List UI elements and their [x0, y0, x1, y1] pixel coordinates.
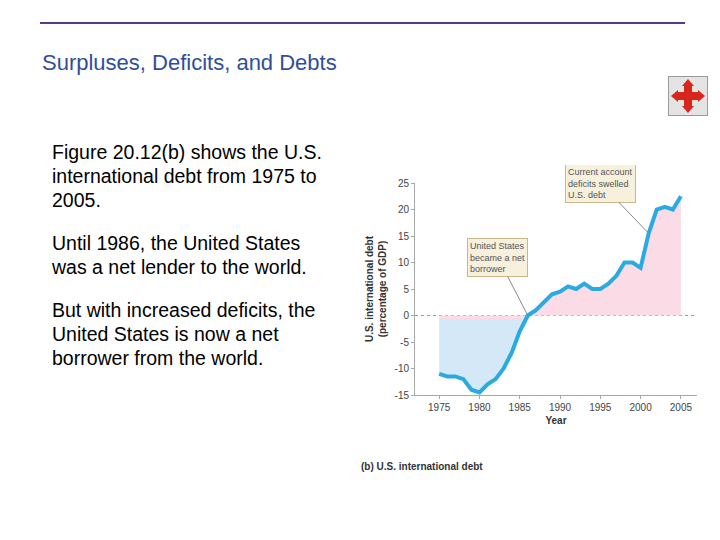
- svg-text:1990: 1990: [549, 402, 572, 413]
- svg-text:1980: 1980: [468, 402, 491, 413]
- html-text:Surpluses, Deficits, and Debts: Surpluses, Deficits, and Debts: [42, 50, 337, 75]
- svg-text:1995: 1995: [589, 402, 612, 413]
- svg-text:2005: 2005: [670, 402, 693, 413]
- svg-text:United Statesbecame a netborro: United Statesbecame a netborrower: [470, 241, 525, 274]
- html-text:Figure 20.12(b) shows the U.S.: Figure 20.12(b) shows the U.S. internati…: [52, 141, 322, 211]
- svg-text:U.S. international debt(percen: U.S. international debt(percentage of GD…: [364, 235, 388, 342]
- svg-text:10: 10: [398, 257, 410, 268]
- svg-text:2000: 2000: [629, 402, 652, 413]
- svg-text:-5: -5: [400, 337, 409, 348]
- svg-text:Year: Year: [545, 415, 566, 426]
- svg-text:Current accountdeficits swelle: Current accountdeficits swelledU.S. debt: [568, 167, 633, 200]
- svg-text:-15: -15: [395, 390, 410, 401]
- svg-text:15: 15: [398, 231, 410, 242]
- svg-text:20: 20: [398, 204, 410, 215]
- svg-text:25: 25: [398, 178, 410, 189]
- svg-text:(b) U.S. international debt: (b) U.S. international debt: [361, 461, 483, 472]
- svg-text:1975: 1975: [428, 402, 451, 413]
- svg-text:0: 0: [403, 310, 409, 321]
- svg-text:5: 5: [403, 284, 409, 295]
- svg-text:-10: -10: [395, 363, 410, 374]
- html-text:But with increased deficits, t: But with increased deficits, the United …: [52, 299, 316, 369]
- svg-text:1985: 1985: [509, 402, 532, 413]
- html-text:Until 1986, the United States: Until 1986, the United States was a net …: [52, 232, 307, 278]
